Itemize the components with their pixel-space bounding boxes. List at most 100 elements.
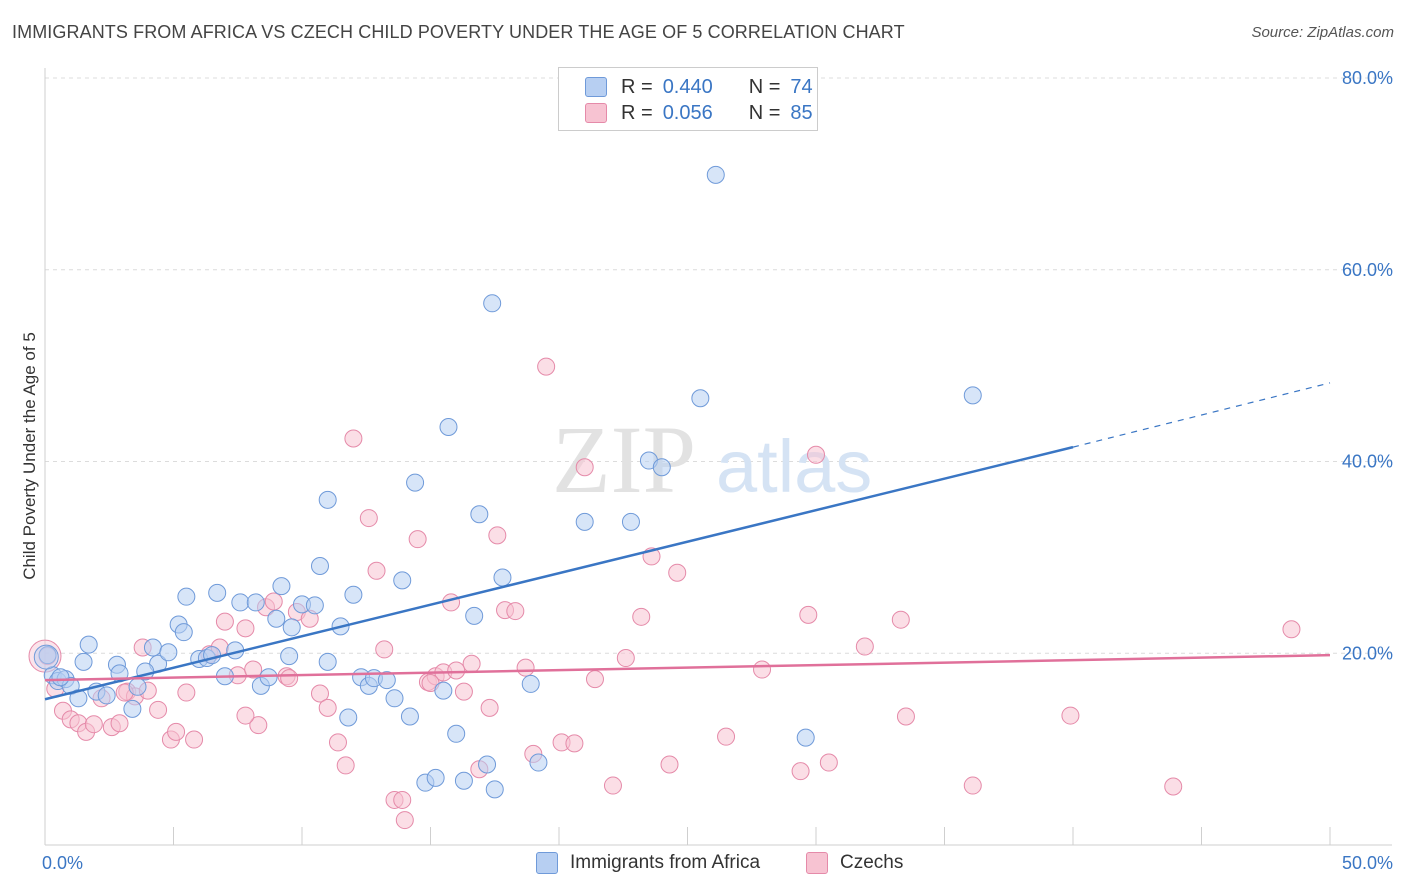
point-africa <box>267 609 286 628</box>
stats-legend: R = 0.440 N = 74 R = 0.056 N = 85 <box>558 67 818 131</box>
point-czechs <box>791 762 810 781</box>
point-czechs <box>603 776 622 795</box>
point-czechs <box>480 698 499 717</box>
legend-r-value-africa: 0.440 <box>662 75 713 98</box>
point-africa <box>447 724 466 743</box>
point-africa <box>575 512 594 531</box>
point-africa <box>439 417 458 436</box>
point-africa <box>426 768 445 787</box>
y-tick-label: 60.0% <box>1342 260 1393 280</box>
point-czechs <box>632 607 651 626</box>
point-czechs <box>616 649 635 668</box>
point-czechs <box>442 593 461 612</box>
point-czechs <box>215 612 234 631</box>
watermark-atlas: atlas <box>716 425 872 508</box>
point-czechs <box>807 445 825 464</box>
point-africa <box>282 618 301 637</box>
point-czechs <box>585 670 604 689</box>
point-africa <box>177 587 196 606</box>
series-legend: Immigrants from Africa Czechs <box>0 852 1406 878</box>
point-africa <box>529 753 548 772</box>
point-czechs <box>328 733 347 752</box>
point-czechs <box>963 776 982 795</box>
point-africa <box>246 593 265 612</box>
legend-swatch-czechs <box>806 852 828 874</box>
point-czechs <box>167 722 186 741</box>
point-czechs <box>280 669 299 688</box>
point-czechs <box>660 755 679 774</box>
legend-label-africa: Immigrants from Africa <box>570 852 761 873</box>
point-czechs <box>488 526 507 545</box>
legend-item-africa[interactable]: Immigrants from Africa <box>536 852 760 874</box>
point-czechs <box>110 714 129 733</box>
point-czechs <box>244 660 263 679</box>
x-tick-label: 50.0% <box>1342 853 1393 873</box>
point-czechs <box>506 602 525 621</box>
point-africa <box>259 668 278 687</box>
point-czechs <box>344 429 363 448</box>
point-africa <box>208 583 227 602</box>
point-czechs <box>891 610 910 629</box>
legend-label-czechs: Czechs <box>840 852 904 873</box>
point-africa <box>385 689 404 708</box>
axes <box>44 68 1392 846</box>
trend-lines <box>44 382 1331 701</box>
point-africa <box>963 386 982 405</box>
point-africa <box>493 568 512 587</box>
point-czechs <box>565 734 584 753</box>
legend-item-czechs[interactable]: Czechs <box>806 852 903 874</box>
point-africa <box>344 585 363 604</box>
point-czechs <box>575 458 594 477</box>
trend-line-czechs <box>44 653 1331 682</box>
point-czechs <box>336 756 355 775</box>
point-czechs <box>753 660 772 679</box>
y-tick-label: 20.0% <box>1342 643 1393 663</box>
point-africa <box>393 571 412 590</box>
point-czechs <box>462 654 481 673</box>
legend-n-label: N = <box>748 101 781 124</box>
point-africa <box>652 458 671 477</box>
point-czechs <box>367 561 386 580</box>
point-czechs <box>249 716 268 735</box>
point-africa <box>796 728 815 747</box>
legend-n-value-africa: 74 <box>790 75 813 98</box>
point-africa <box>174 623 193 642</box>
point-czechs <box>236 619 255 638</box>
point-africa <box>272 577 291 596</box>
point-africa-cluster <box>33 644 59 670</box>
legend-row-africa: R = 0.440 N = 74 <box>585 74 813 100</box>
point-africa <box>478 755 497 774</box>
point-czechs <box>819 753 838 772</box>
point-africa <box>465 606 484 625</box>
tick-labels: 20.0% 40.0% 60.0% 80.0% 0.0% 50.0% <box>42 68 1393 873</box>
point-africa <box>128 677 147 696</box>
point-africa <box>400 707 419 726</box>
point-czechs <box>717 727 736 746</box>
point-czechs <box>177 683 196 702</box>
point-czechs <box>310 684 329 703</box>
point-africa <box>454 771 473 790</box>
point-czechs <box>185 730 204 749</box>
chart-title: IMMIGRANTS FROM AFRICA VS CZECH CHILD PO… <box>12 22 905 42</box>
point-africa <box>280 647 299 666</box>
point-czechs <box>318 698 337 717</box>
point-czechs <box>516 658 535 677</box>
point-africa <box>485 780 504 799</box>
source-label: Source: ZipAtlas.com <box>1251 24 1394 41</box>
point-africa <box>51 668 70 687</box>
point-czechs <box>393 790 412 809</box>
legend-swatch-czechs <box>585 103 607 123</box>
point-africa <box>521 674 540 693</box>
point-czechs <box>408 530 427 549</box>
point-czechs <box>1164 777 1183 796</box>
legend-r-label: R = <box>621 75 653 98</box>
legend-row-czechs: R = 0.056 N = 85 <box>585 100 813 126</box>
point-czechs <box>375 640 394 659</box>
point-africa <box>691 389 710 408</box>
point-czechs <box>855 637 874 656</box>
point-africa <box>38 646 57 665</box>
point-czechs <box>236 706 255 725</box>
legend-n-value-czechs: 85 <box>790 101 813 124</box>
point-czechs <box>149 700 168 719</box>
